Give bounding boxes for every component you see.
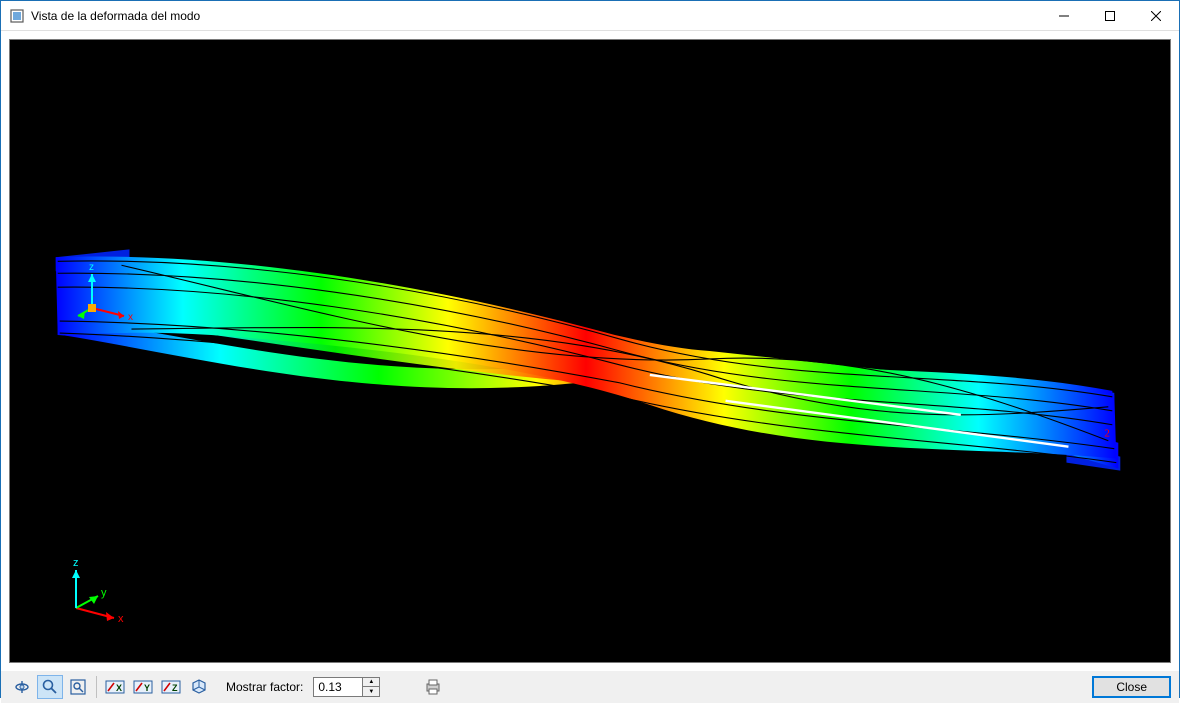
bottom-toolbar: X Y Z Mostrar factor: ▲ ▼ Close xyxy=(1,671,1179,703)
view-z-button[interactable]: Z xyxy=(158,675,184,699)
svg-text:2: 2 xyxy=(1104,428,1109,440)
app-icon xyxy=(9,8,25,24)
view-iso-button[interactable] xyxy=(186,675,212,699)
svg-text:Z: Z xyxy=(172,683,178,693)
viewport-3d[interactable]: 1 2 x z x y z xyxy=(9,39,1171,663)
minimize-button[interactable] xyxy=(1041,1,1087,30)
print-button[interactable] xyxy=(420,675,446,699)
window-title: Vista de la deformada del modo xyxy=(31,9,1041,23)
svg-text:X: X xyxy=(116,683,122,693)
view-x-button[interactable]: X xyxy=(102,675,128,699)
view-y-button[interactable]: Y xyxy=(130,675,156,699)
close-button[interactable]: Close xyxy=(1092,676,1171,698)
svg-text:1: 1 xyxy=(90,288,95,300)
factor-label: Mostrar factor: xyxy=(226,680,303,694)
svg-text:Y: Y xyxy=(144,683,150,693)
mode-shape-render: 1 2 xyxy=(10,40,1170,662)
factor-spinner[interactable]: ▲ ▼ xyxy=(313,677,380,697)
window-controls xyxy=(1041,1,1179,30)
maximize-button[interactable] xyxy=(1087,1,1133,30)
titlebar: Vista de la deformada del modo xyxy=(1,1,1179,31)
factor-spin-down[interactable]: ▼ xyxy=(363,687,379,696)
zoom-window-button[interactable] xyxy=(37,675,63,699)
fit-view-button[interactable] xyxy=(65,675,91,699)
factor-spin-up[interactable]: ▲ xyxy=(363,678,379,687)
toolbar-separator xyxy=(96,676,97,698)
rotate-view-button[interactable] xyxy=(9,675,35,699)
factor-input[interactable] xyxy=(314,678,362,696)
close-window-button[interactable] xyxy=(1133,1,1179,30)
